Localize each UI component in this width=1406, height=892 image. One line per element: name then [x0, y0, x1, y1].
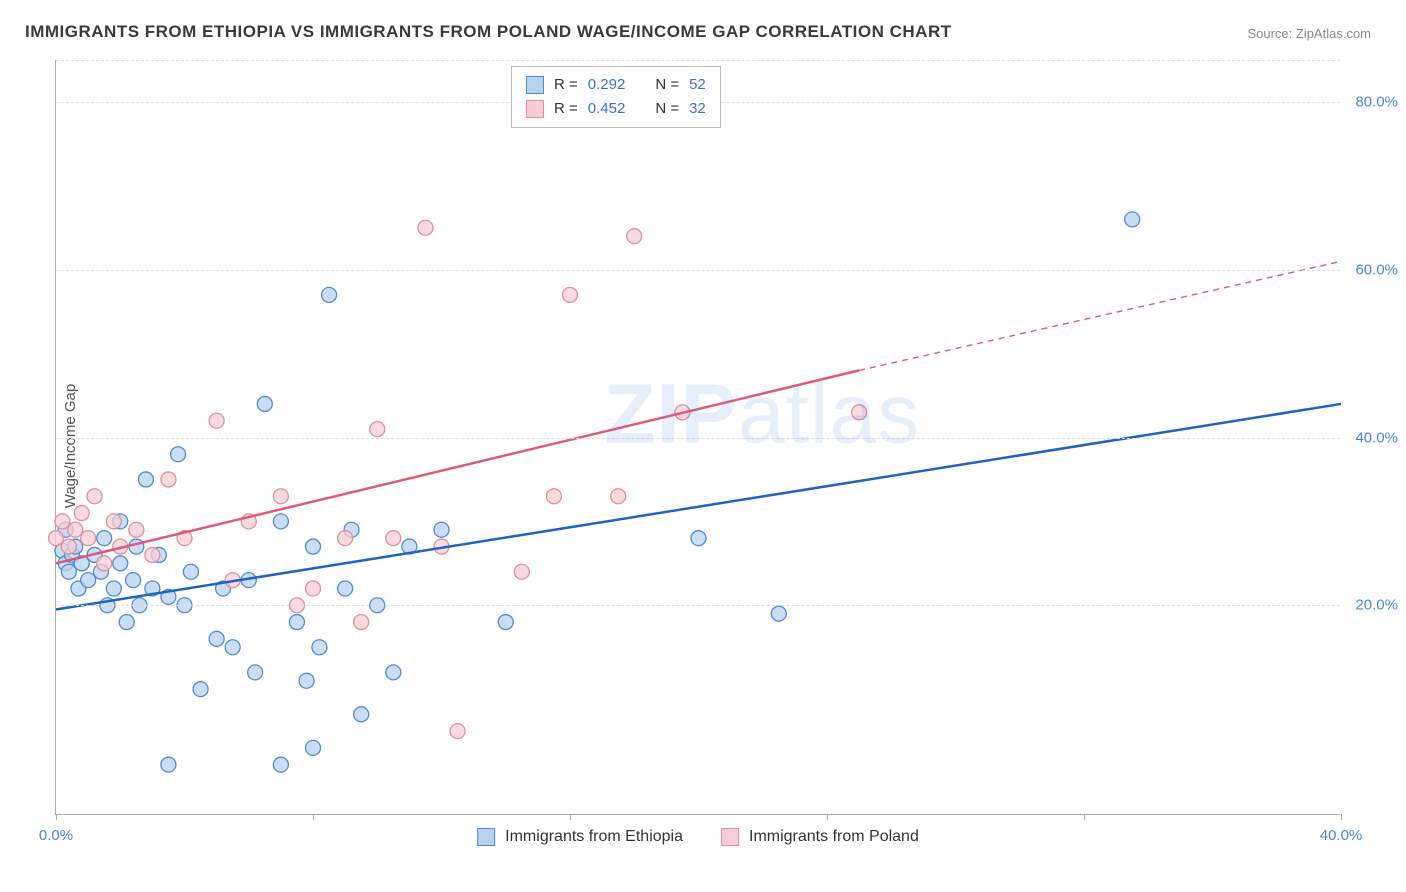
x-tick — [570, 814, 571, 820]
n-label: N = — [655, 73, 679, 97]
x-tick — [313, 814, 314, 820]
legend-label-poland: Immigrants from Poland — [749, 828, 919, 846]
legend-row-poland: R = 0.452 N = 32 — [526, 97, 706, 121]
n-value-poland: 32 — [689, 97, 706, 121]
legend-label-ethiopia: Immigrants from Ethiopia — [505, 828, 683, 846]
chart-title: IMMIGRANTS FROM ETHIOPIA VS IMMIGRANTS F… — [25, 22, 952, 42]
x-tick — [827, 814, 828, 820]
x-tick — [56, 814, 57, 820]
x-tick — [1341, 814, 1342, 820]
source-label: Source: ZipAtlas.com — [1247, 26, 1371, 41]
y-tick-label: 60.0% — [1355, 261, 1398, 278]
chart-plot-area: ZIPatlas R = 0.292 N = 52 R = 0.452 N = … — [55, 60, 1340, 815]
gridline — [56, 270, 1340, 271]
x-tick-label: 0.0% — [39, 827, 73, 844]
swatch-pink-icon — [526, 100, 544, 118]
swatch-pink-icon — [721, 828, 739, 846]
y-tick-label: 80.0% — [1355, 93, 1398, 110]
y-tick-label: 40.0% — [1355, 429, 1398, 446]
swatch-blue-icon — [526, 76, 544, 94]
gridline — [56, 438, 1340, 439]
correlation-legend: R = 0.292 N = 52 R = 0.452 N = 32 — [511, 66, 721, 128]
swatch-blue-icon — [477, 828, 495, 846]
y-tick-label: 20.0% — [1355, 597, 1398, 614]
legend-item-ethiopia: Immigrants from Ethiopia — [477, 828, 683, 846]
r-value-ethiopia: 0.292 — [588, 73, 626, 97]
r-label: R = — [554, 73, 578, 97]
legend-row-ethiopia: R = 0.292 N = 52 — [526, 73, 706, 97]
x-tick — [1084, 814, 1085, 820]
n-value-ethiopia: 52 — [689, 73, 706, 97]
gridline — [56, 605, 1340, 606]
legend-item-poland: Immigrants from Poland — [721, 828, 919, 846]
series-legend: Immigrants from Ethiopia Immigrants from… — [477, 828, 919, 846]
r-label: R = — [554, 97, 578, 121]
n-label: N = — [655, 97, 679, 121]
x-tick-label: 40.0% — [1320, 827, 1363, 844]
r-value-poland: 0.452 — [588, 97, 626, 121]
